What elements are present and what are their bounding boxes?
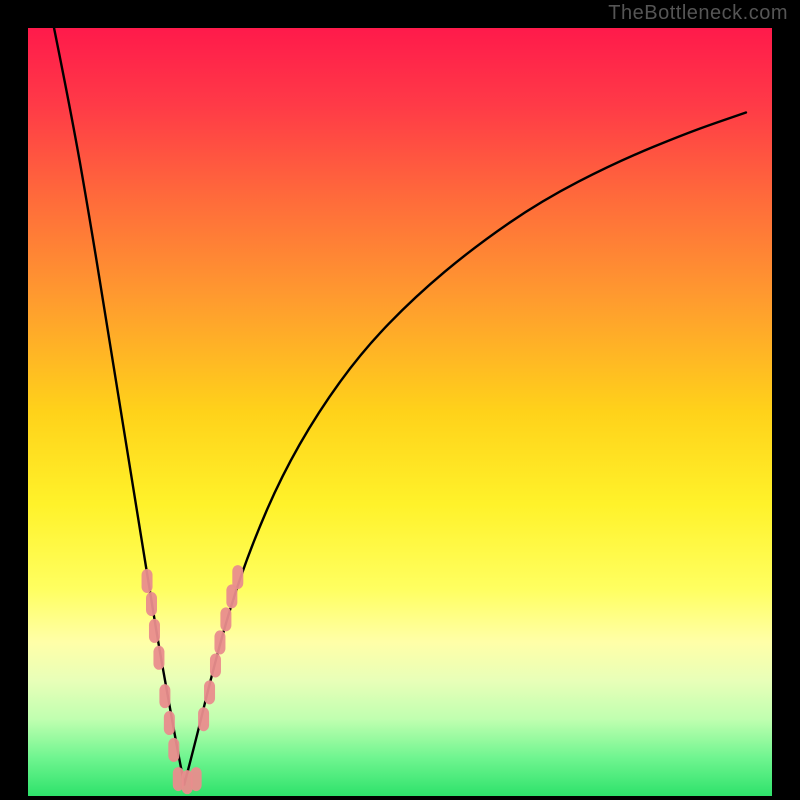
data-marker [198,707,209,731]
data-marker [149,619,160,643]
data-marker [214,630,225,654]
curve-layer [28,28,772,796]
bottleneck-curve [54,28,184,784]
data-marker [210,653,221,677]
data-marker [220,607,231,631]
bottleneck-curve [184,112,746,784]
data-marker [204,680,215,704]
data-marker [159,684,170,708]
plot-area [28,28,772,796]
data-marker [164,711,175,735]
watermark-text: TheBottleneck.com [608,2,788,25]
data-marker [191,767,202,791]
data-marker [153,646,164,670]
data-marker [146,592,157,616]
data-marker [168,738,179,762]
data-marker [142,569,153,593]
data-marker [232,565,243,589]
